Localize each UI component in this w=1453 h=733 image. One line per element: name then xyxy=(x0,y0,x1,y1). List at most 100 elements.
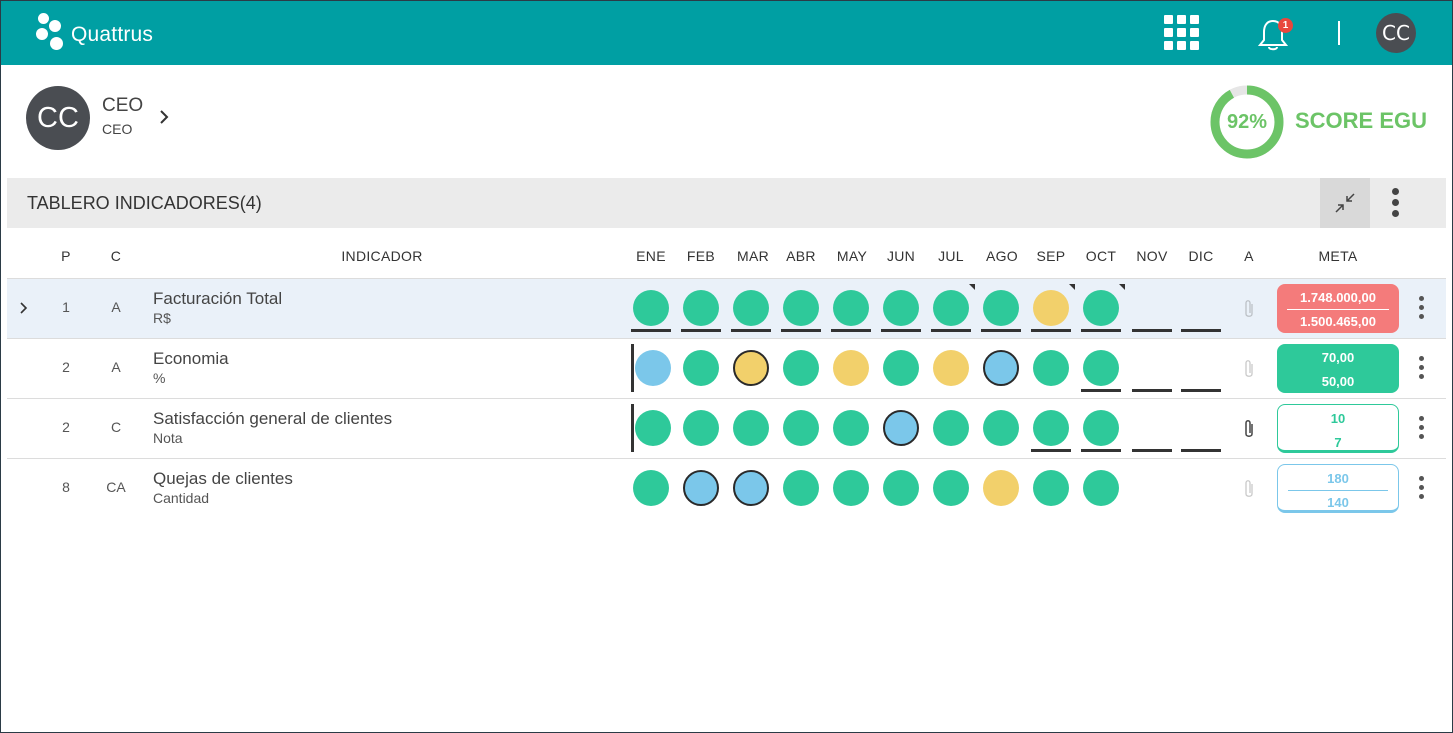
month-status-jun[interactable] xyxy=(883,470,919,506)
month-status-oct[interactable] xyxy=(1083,350,1119,386)
meta-actual: 7 xyxy=(1334,435,1342,450)
panel-menu-icon[interactable] xyxy=(1390,188,1400,218)
month-status-oct[interactable] xyxy=(1083,284,1125,326)
month-status-ene[interactable] xyxy=(633,290,669,326)
month-status-jul[interactable] xyxy=(933,284,975,326)
month-status-may[interactable] xyxy=(833,290,869,326)
month-underline xyxy=(1181,449,1221,452)
quattrus-logo-icon xyxy=(35,13,67,53)
attachment-icon[interactable] xyxy=(1242,478,1256,500)
month-status-may[interactable] xyxy=(833,350,869,386)
month-status-sep[interactable] xyxy=(1033,470,1069,506)
meta-badge[interactable]: 70,00 50,00 xyxy=(1277,344,1399,393)
month-status-jul[interactable] xyxy=(933,350,969,386)
month-status-sep[interactable] xyxy=(1033,284,1075,326)
month-status-ago[interactable] xyxy=(983,290,1019,326)
user-avatar[interactable]: CC xyxy=(1376,13,1416,53)
column-header-indicator: INDICADOR xyxy=(341,248,423,264)
month-underline xyxy=(1132,449,1172,452)
month-status-jun[interactable] xyxy=(883,410,919,446)
month-status-abr[interactable] xyxy=(783,290,819,326)
row-menu-icon[interactable] xyxy=(1417,296,1427,326)
attachment-icon[interactable] xyxy=(1242,418,1256,440)
month-status-may[interactable] xyxy=(833,470,869,506)
meta-target: 70,00 xyxy=(1321,350,1355,365)
month-status-oct[interactable] xyxy=(1083,470,1119,506)
indicator-name[interactable]: Facturación Total xyxy=(153,289,283,308)
top-bar: Quattrus 1 CC xyxy=(1,1,1452,65)
row-menu-icon[interactable] xyxy=(1417,416,1427,446)
month-status-mar[interactable] xyxy=(733,350,769,386)
month-status-ene[interactable] xyxy=(635,410,671,446)
table-row[interactable]: 1 A Facturación Total R$ 1.748.000,00 1.… xyxy=(7,278,1446,338)
month-underline xyxy=(781,329,821,332)
column-header-a: A xyxy=(1244,248,1254,264)
column-header-jul: JUL xyxy=(938,248,964,264)
month-underline xyxy=(931,329,971,332)
month-status-abr[interactable] xyxy=(783,410,819,446)
meta-badge[interactable]: 1.748.000,00 1.500.465,00 xyxy=(1277,284,1399,333)
profile-name: CEO xyxy=(102,95,144,116)
profile-avatar: CC xyxy=(26,86,90,150)
month-status-feb[interactable] xyxy=(683,290,719,326)
profile-role: CEO xyxy=(102,121,133,137)
month-status-ene[interactable] xyxy=(635,350,671,386)
cell-priority: 1 xyxy=(62,299,70,315)
indicator-unit: % xyxy=(153,370,166,386)
row-menu-icon[interactable] xyxy=(1417,356,1427,386)
chevron-right-icon[interactable] xyxy=(157,107,171,127)
brand-name: Quattrus xyxy=(71,23,154,46)
meta-badge[interactable]: 180 140 xyxy=(1277,464,1399,513)
month-status-mar[interactable] xyxy=(733,470,769,506)
apps-grid-icon[interactable] xyxy=(1164,15,1200,51)
month-underline xyxy=(1132,329,1172,332)
month-status-feb[interactable] xyxy=(683,350,719,386)
chevron-right-icon[interactable] xyxy=(19,300,29,316)
month-status-feb[interactable] xyxy=(683,410,719,446)
month-underline xyxy=(1031,329,1071,332)
month-status-ago[interactable] xyxy=(983,410,1019,446)
month-status-jun[interactable] xyxy=(883,350,919,386)
month-status-abr[interactable] xyxy=(783,350,819,386)
row-menu-icon[interactable] xyxy=(1417,476,1427,506)
month-status-abr[interactable] xyxy=(783,470,819,506)
table-row[interactable]: 2 C Satisfacción general de clientes Not… xyxy=(7,398,1446,458)
month-status-may[interactable] xyxy=(833,410,869,446)
month-status-sep[interactable] xyxy=(1033,350,1069,386)
meta-badge[interactable]: 10 7 xyxy=(1277,404,1399,453)
indicator-name[interactable]: Satisfacción general de clientes xyxy=(153,409,393,428)
month-status-oct[interactable] xyxy=(1083,410,1119,446)
month-status-jun[interactable] xyxy=(883,290,919,326)
score-label: SCORE EGU xyxy=(1295,108,1428,133)
month-status-sep[interactable] xyxy=(1033,410,1069,446)
month-status-mar[interactable] xyxy=(733,410,769,446)
meta-separator xyxy=(1288,490,1388,491)
month-underline xyxy=(681,329,721,332)
attachment-icon[interactable] xyxy=(1242,298,1256,320)
month-status-ago[interactable] xyxy=(983,350,1019,386)
attachment-icon[interactable] xyxy=(1242,358,1256,380)
column-header-nov: NOV xyxy=(1136,248,1168,264)
month-underline xyxy=(1181,329,1221,332)
table-row[interactable]: 2 A Economia % 70,00 50,00 xyxy=(7,338,1446,398)
collapse-button[interactable] xyxy=(1320,178,1370,228)
score-percent: 92% xyxy=(1226,111,1268,133)
indicator-name[interactable]: Quejas de clientes xyxy=(153,469,293,488)
month-underline xyxy=(1081,449,1121,452)
month-status-feb[interactable] xyxy=(683,470,719,506)
column-header-c: C xyxy=(110,248,122,264)
cell-category: CA xyxy=(106,479,126,495)
indicator-name[interactable]: Economia xyxy=(153,349,229,368)
month-status-jul[interactable] xyxy=(933,470,969,506)
month-status-ago[interactable] xyxy=(983,470,1019,506)
month-status-jul[interactable] xyxy=(933,410,969,446)
meta-target: 180 xyxy=(1327,471,1349,486)
month-status-mar[interactable] xyxy=(733,290,769,326)
month-status-ene[interactable] xyxy=(633,470,669,506)
column-header-ene: ENE xyxy=(636,248,666,264)
cell-category: C xyxy=(110,419,122,435)
meta-target: 10 xyxy=(1330,411,1346,426)
notification-badge: 1 xyxy=(1278,18,1293,33)
table-row[interactable]: 8 CA Quejas de clientes Cantidad 180 140 xyxy=(7,458,1446,518)
month-underline xyxy=(831,329,871,332)
